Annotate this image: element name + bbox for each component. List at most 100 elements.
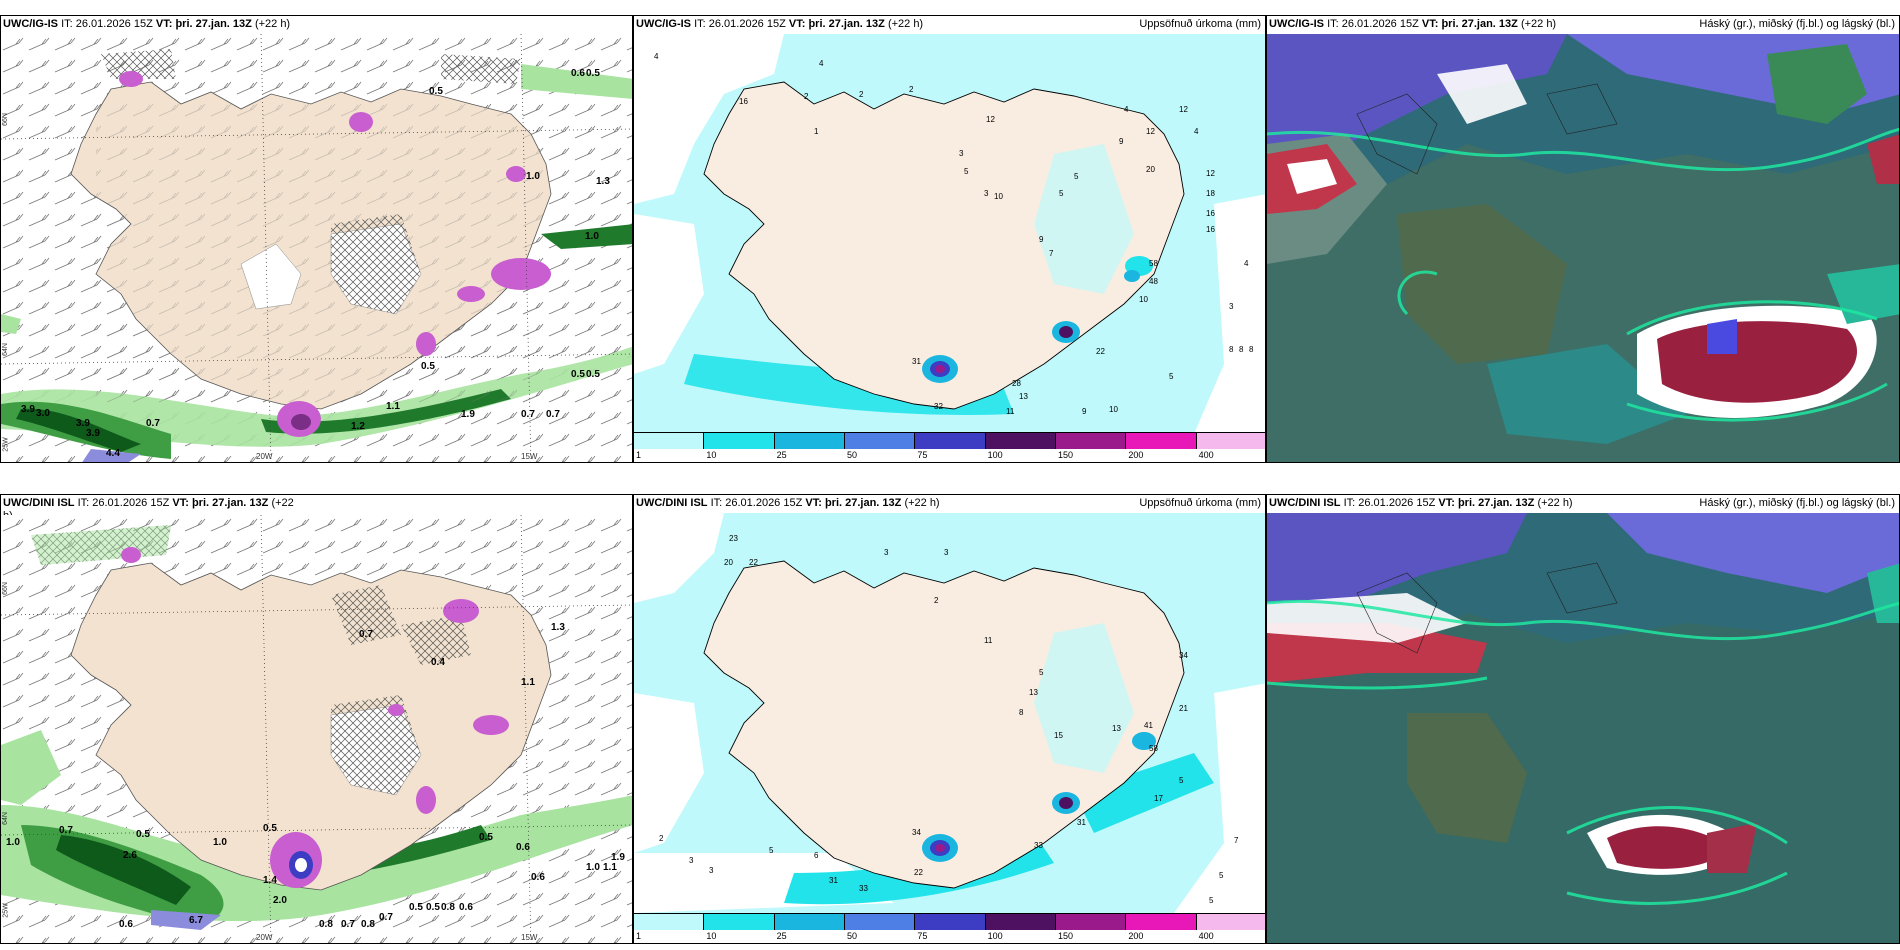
legend-label: 75 (917, 931, 928, 941)
panel-ig-cloud: UWC/IG-IS IT: 26.01.2026 15Z VT: þri. 27… (1266, 15, 1900, 463)
panel-ig-precip: UWC/IG-IS IT: 26.01.2026 15Z VT: þri. 27… (633, 15, 1266, 463)
value-label: 8 (1019, 708, 1024, 717)
value-label: 16 (1206, 209, 1215, 218)
value-label: 58 (1149, 744, 1158, 753)
lon-label: 15W (521, 452, 538, 461)
legend-swatch (845, 913, 916, 930)
value-label: 4 (1244, 259, 1249, 268)
value-label: 0.8 (319, 919, 333, 930)
legend-swatch (634, 913, 705, 930)
value-label: 0.5 (421, 361, 435, 372)
value-label: 4 (1124, 105, 1129, 114)
value-label: 3.9 (86, 428, 100, 439)
panel-dini-wind: UWC/DINI ISL IT: 26.01.2026 15Z VT: þri.… (0, 494, 633, 944)
panel-header: UWC/IG-IS IT: 26.01.2026 15Z VT: þri. 27… (636, 18, 924, 30)
lon-label: 20W (256, 452, 273, 461)
value-label: 1.0 (6, 837, 20, 848)
precip-legend: 1 10 25 50 75 100 150 200 400 (634, 913, 1265, 943)
value-label: 0.5 (263, 823, 277, 834)
panel-title: Háský (gr.), miðský (fj.bl.) og lágský (… (1699, 497, 1895, 509)
value-label: 7 (1234, 836, 1239, 845)
cloud-map (1267, 513, 1899, 943)
legend-swatch (634, 432, 705, 449)
value-label: 33 (1034, 841, 1043, 850)
wind-map: 0.5 0.6 0.5 1.0 1.3 1.0 3.9 3.0 3.9 3.9 … (1, 34, 632, 462)
legend-swatch (915, 432, 986, 449)
value-label: 4.4 (106, 448, 120, 459)
legend-label: 400 (1198, 450, 1214, 460)
legend-label: 400 (1198, 931, 1214, 941)
legend-label: 1 (636, 931, 642, 941)
legend-label: 200 (1128, 931, 1144, 941)
value-label: 9 (1082, 407, 1087, 416)
value-label: 10 (1109, 405, 1118, 414)
value-label: 28 (1012, 379, 1021, 388)
legend-swatch (1056, 913, 1127, 930)
precip-map: 23 20 22 3 3 2 11 13 5 8 13 15 34 21 41 … (634, 513, 1265, 913)
legend-swatch (1196, 432, 1265, 449)
value-label: 0.7 (341, 919, 355, 930)
value-label: 0.5 (571, 369, 585, 380)
legend-label: 100 (987, 450, 1003, 460)
value-label: 34 (1179, 651, 1188, 660)
value-label: 8 (1229, 345, 1234, 354)
legend-label: 50 (847, 450, 858, 460)
value-label: 21 (1179, 704, 1188, 713)
legend-swatch (704, 913, 775, 930)
value-label: 0.8 (441, 902, 455, 913)
legend-swatch (774, 432, 845, 449)
value-label: 2.0 (273, 895, 287, 906)
value-label: 3 (689, 856, 694, 865)
value-label: 11 (1006, 407, 1015, 416)
value-label: 23 (729, 534, 738, 543)
value-label: 12 (1179, 105, 1188, 114)
value-label: 2 (934, 596, 939, 605)
value-label: 1.2 (351, 421, 365, 432)
lat-label: 25W (2, 903, 10, 918)
panel-title: Uppsöfnuð úrkoma (mm) (1139, 18, 1261, 30)
value-label: 3 (944, 548, 949, 557)
value-label: 34 (912, 828, 921, 837)
value-label: 3 (1229, 302, 1234, 311)
legend-swatch (774, 913, 845, 930)
legend-swatch (845, 432, 916, 449)
value-label: 5 (1074, 172, 1079, 181)
value-label: 10 (1139, 295, 1148, 304)
value-label: 1.9 (611, 852, 625, 863)
panel-header: UWC/IG-IS IT: 26.01.2026 15Z VT: þri. 27… (3, 18, 291, 30)
value-label: 1.1 (603, 862, 617, 873)
value-label: 6 (814, 851, 819, 860)
value-label: 22 (1096, 347, 1105, 356)
value-label: 22 (749, 558, 758, 567)
lon-label: 20W (256, 933, 273, 942)
lat-label: 25W (2, 437, 10, 452)
value-label: 11 (984, 636, 993, 645)
value-label: 5 (1209, 896, 1214, 905)
value-label: 1.0 (585, 231, 599, 242)
panel-dini-precip: UWC/DINI ISL IT: 26.01.2026 15Z VT: þri.… (633, 494, 1266, 944)
value-label: 5 (1179, 776, 1184, 785)
legend-swatch (1126, 913, 1197, 930)
value-label: 16 (1206, 225, 1215, 234)
value-label: 5 (964, 167, 969, 176)
value-label: 31 (1077, 818, 1086, 827)
value-label: 0.6 (459, 902, 473, 913)
value-label: 5 (1219, 871, 1224, 880)
lat-label: 64N (1, 812, 9, 825)
value-label: 1 (814, 127, 819, 136)
panel-title: Uppsöfnuð úrkoma (mm) (1139, 497, 1261, 509)
legend-label: 10 (706, 450, 717, 460)
value-label: 2 (859, 90, 864, 99)
legend-swatch (915, 913, 986, 930)
value-label: 0.6 (516, 842, 530, 853)
value-label: 0.5 (136, 829, 150, 840)
value-label: 16 (739, 97, 748, 106)
value-label: 1.9 (461, 409, 475, 420)
legend-swatch (1056, 432, 1127, 449)
value-label: 41 (1144, 721, 1153, 730)
panel-ig-wind: UWC/IG-IS IT: 26.01.2026 15Z VT: þri. 27… (0, 15, 633, 463)
value-label: 3 (709, 866, 714, 875)
lat-label: 66N (1, 113, 9, 126)
panel-header: UWC/DINI ISL IT: 26.01.2026 15Z VT: þri.… (636, 497, 940, 509)
lat-label: 64N (1, 343, 9, 356)
